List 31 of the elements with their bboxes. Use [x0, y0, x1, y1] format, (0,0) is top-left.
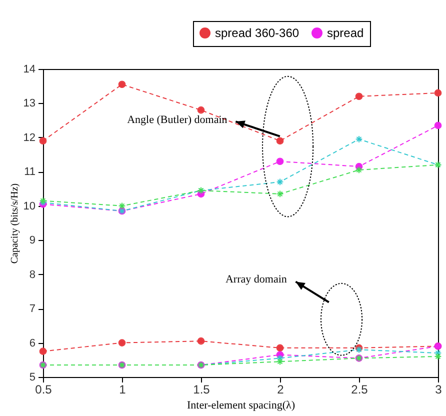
point — [434, 352, 442, 360]
point — [434, 349, 442, 357]
point — [276, 178, 284, 186]
x-tick-label: 0.5 — [35, 382, 52, 396]
point — [276, 354, 284, 362]
point — [355, 166, 363, 174]
point — [355, 135, 363, 143]
y-tick-label: 7 — [29, 303, 36, 316]
y-tick-label: 9 — [29, 234, 36, 247]
x-tick-label: 3 — [435, 382, 442, 396]
y-tick-label: 10 — [23, 200, 36, 212]
y-tick-label: 8 — [29, 268, 36, 281]
y-tick-label: 11 — [24, 166, 36, 178]
point — [276, 358, 284, 366]
point — [118, 202, 126, 210]
y-tick-label: 12 — [23, 132, 36, 144]
y-axis-title: Capacity (bits/s/Hz) — [9, 183, 20, 264]
x-tick-label: 2 — [277, 382, 284, 396]
y-tick-label: 13 — [23, 98, 36, 110]
y-tick-label: 14 — [23, 64, 36, 76]
x-tick-label: 1 — [119, 382, 126, 396]
point — [276, 190, 284, 198]
y-tick-label: 6 — [29, 337, 36, 350]
annotation: Angle (Butler) domain — [127, 114, 228, 126]
legend-label: spread — [327, 26, 364, 40]
x-axis-title: Inter-element spacing(λ) — [186, 400, 296, 412]
y-tick-label: 5 — [29, 372, 36, 384]
legend-label: spread 360-360 — [215, 26, 300, 40]
annotation: Array domain — [225, 273, 288, 286]
x-tick-label: 1.5 — [193, 382, 210, 396]
x-tick-label: 2.5 — [351, 382, 368, 396]
